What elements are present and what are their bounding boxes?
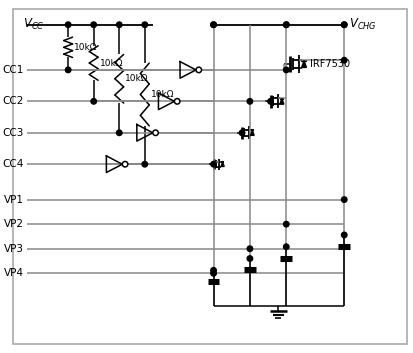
Circle shape bbox=[283, 244, 289, 250]
Circle shape bbox=[247, 98, 253, 104]
Circle shape bbox=[65, 67, 71, 73]
Text: 10kΩ: 10kΩ bbox=[151, 90, 174, 99]
Circle shape bbox=[342, 232, 347, 238]
Text: $V_{CHG}$: $V_{CHG}$ bbox=[349, 17, 377, 32]
Circle shape bbox=[283, 221, 289, 227]
Circle shape bbox=[239, 130, 245, 136]
Text: VP4: VP4 bbox=[4, 268, 24, 278]
Text: 10kΩ: 10kΩ bbox=[125, 74, 149, 83]
Polygon shape bbox=[280, 98, 284, 104]
Circle shape bbox=[211, 22, 216, 28]
Circle shape bbox=[211, 161, 216, 167]
Circle shape bbox=[116, 130, 122, 136]
Circle shape bbox=[122, 161, 128, 167]
Circle shape bbox=[342, 22, 347, 28]
Polygon shape bbox=[221, 162, 224, 167]
Circle shape bbox=[211, 270, 216, 276]
Text: 10kΩ: 10kΩ bbox=[74, 43, 97, 52]
Text: CC1: CC1 bbox=[2, 65, 24, 75]
Text: VP1: VP1 bbox=[4, 195, 24, 205]
Circle shape bbox=[283, 22, 289, 28]
Circle shape bbox=[247, 246, 253, 251]
Text: 10kΩ: 10kΩ bbox=[100, 59, 123, 67]
Circle shape bbox=[342, 22, 347, 28]
Text: CC4: CC4 bbox=[2, 159, 24, 169]
Circle shape bbox=[142, 22, 147, 28]
Polygon shape bbox=[251, 130, 254, 135]
Circle shape bbox=[211, 268, 216, 273]
Circle shape bbox=[91, 22, 97, 28]
Circle shape bbox=[196, 67, 202, 73]
Circle shape bbox=[342, 197, 347, 202]
Circle shape bbox=[174, 98, 180, 104]
Circle shape bbox=[283, 22, 289, 28]
Circle shape bbox=[153, 130, 158, 136]
Text: CC2: CC2 bbox=[2, 96, 24, 106]
Text: CC3: CC3 bbox=[2, 128, 24, 138]
Circle shape bbox=[247, 256, 253, 261]
Circle shape bbox=[342, 58, 347, 63]
Circle shape bbox=[91, 98, 97, 104]
Text: VP2: VP2 bbox=[4, 219, 24, 229]
Circle shape bbox=[283, 67, 289, 73]
Circle shape bbox=[116, 22, 122, 28]
Circle shape bbox=[142, 161, 147, 167]
Circle shape bbox=[211, 22, 216, 28]
Text: $V_{CC}$: $V_{CC}$ bbox=[23, 17, 45, 32]
Text: VP3: VP3 bbox=[4, 244, 24, 254]
Circle shape bbox=[65, 22, 71, 28]
Text: IRF7530: IRF7530 bbox=[310, 59, 350, 69]
Polygon shape bbox=[301, 61, 306, 67]
Circle shape bbox=[268, 98, 273, 104]
